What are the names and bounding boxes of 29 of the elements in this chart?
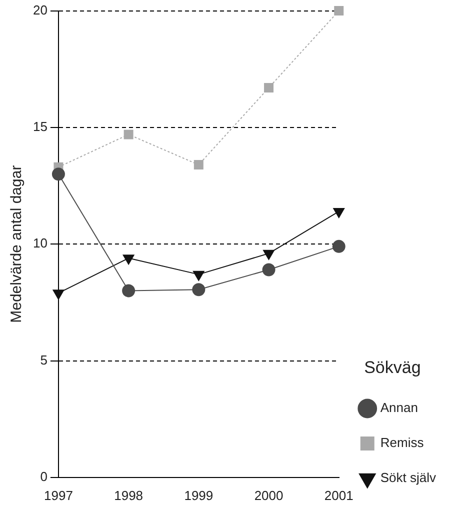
- point: [192, 283, 206, 296]
- y-tick-label: 0: [40, 468, 48, 484]
- y-tick-label: 5: [40, 352, 48, 368]
- legend-label: Sökt själv: [380, 470, 436, 486]
- x-tick-label: 1998: [114, 488, 144, 503]
- x-tick-label: 1997: [44, 488, 73, 503]
- point: [334, 6, 344, 16]
- point: [332, 240, 346, 253]
- point: [264, 83, 274, 93]
- point: [52, 290, 64, 300]
- legend-title: Sökväg: [364, 358, 421, 377]
- point: [194, 160, 204, 170]
- y-tick-label: 20: [32, 2, 48, 18]
- point: [333, 208, 345, 218]
- point: [52, 168, 65, 181]
- point: [263, 250, 274, 260]
- point: [124, 130, 134, 140]
- point: [192, 270, 204, 281]
- x-tick-label: 2000: [254, 488, 284, 503]
- point: [122, 284, 136, 298]
- x-tick-label: 2001: [324, 488, 354, 503]
- legend-label: Remiss: [380, 435, 424, 450]
- point: [262, 263, 276, 276]
- y-tick-label: 10: [32, 236, 48, 251]
- y-axis-title: Medelvärde antal dagar: [8, 165, 26, 323]
- y-tick-label: 15: [32, 119, 48, 134]
- point: [122, 254, 134, 265]
- legend-label: Annan: [380, 400, 418, 416]
- x-tick-label: 1999: [184, 488, 214, 503]
